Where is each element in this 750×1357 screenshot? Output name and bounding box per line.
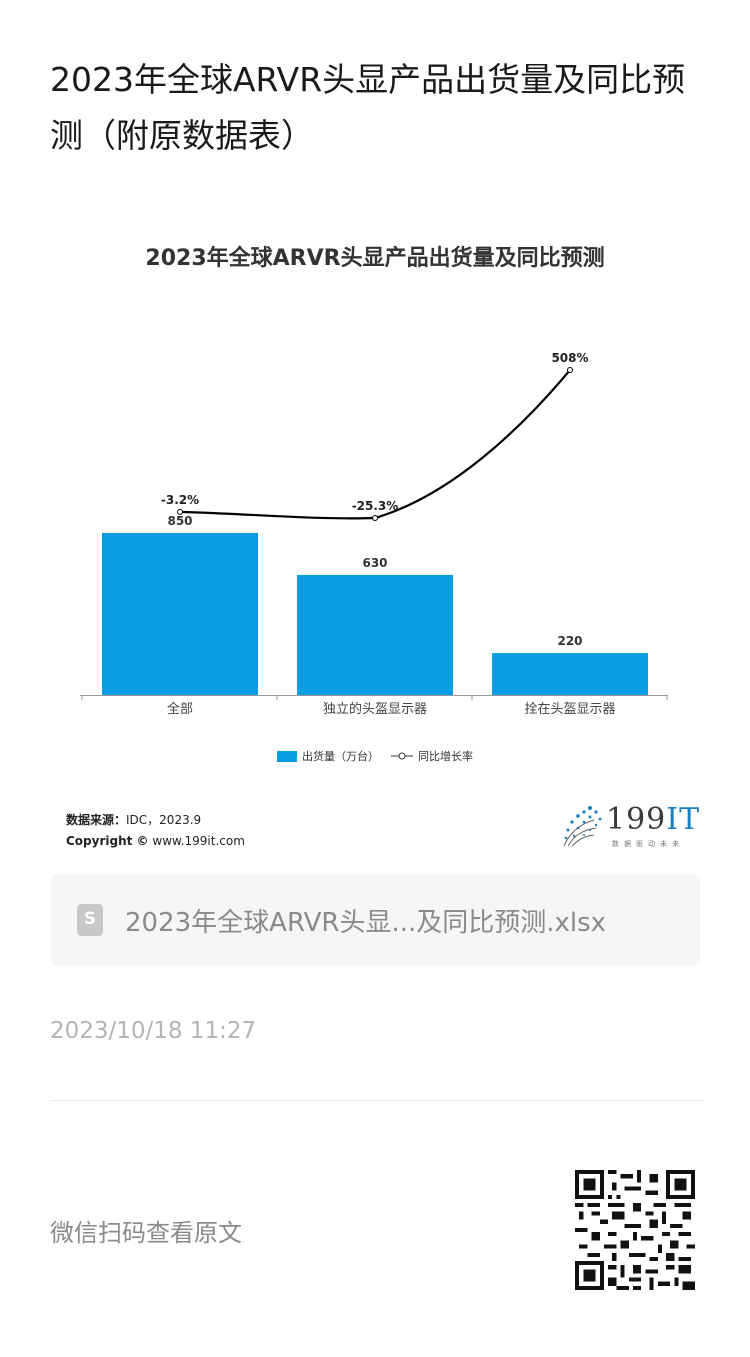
article-title: 2023年全球ARVR头显产品出货量及同比预测（附原数据表） (50, 60, 686, 155)
line-data-label-1: -25.3% (352, 499, 399, 513)
qr-prompt-text: 微信扫码查看原文 (50, 1219, 242, 1247)
legend-item-line: 同比增长率 (391, 748, 473, 764)
bar-0 (102, 533, 258, 695)
x-tick-label-1: 独立的头盔显示器 (323, 701, 427, 717)
copyright-value: www.199it.com (152, 834, 245, 848)
bar-1 (297, 574, 453, 695)
bar-data-label-2: 220 (557, 634, 582, 648)
logo-text: 199IT (606, 802, 700, 837)
line-marker-icon (391, 752, 413, 760)
x-tick-label-2: 拴在头盔显示器 (524, 701, 615, 717)
source-label: 数据来源： (66, 813, 127, 827)
bar-data-label-0: 850 (167, 514, 192, 528)
line-point-0 (177, 508, 183, 515)
publish-timestamp: 2023/10/18 11:27 (50, 1018, 257, 1044)
bar-data-label-1: 630 (362, 556, 387, 570)
chart-legend: 出货量（万台） 同比增长率 (50, 748, 700, 764)
line-point-1 (372, 515, 378, 521)
chart-source: 数据来源：IDC，2023.9 Copyright © www.199it.co… (66, 810, 245, 852)
chart-plot: 850 630 220 全部 独立的头盔显示器 拴在头盔显示器 -3.2% -25.3% 508… (80, 351, 668, 717)
legend-bar-label: 出货量（万台） (302, 750, 379, 763)
chart-title: 2023年全球ARVR头显产品出货量及同比预测 (145, 246, 605, 271)
copyright-label: Copyright © (66, 834, 149, 848)
chart-image: 2023年全球ARVR头显产品出货量及同比预测 850 630 220 全部 独立的头盔… (50, 220, 700, 860)
qr-code-icon[interactable] (575, 1170, 695, 1290)
divider (50, 1100, 704, 1101)
bar-2 (492, 653, 648, 695)
file-attachment-card[interactable]: 2023年全球ARVR头显...及同比预测.xlsx (50, 874, 700, 966)
logo-tagline: 数据驱动未来 (612, 840, 684, 848)
file-name[interactable]: 2023年全球ARVR头显...及同比预测.xlsx (125, 907, 607, 938)
legend-line-label: 同比增长率 (418, 750, 473, 763)
x-tick-label-0: 全部 (167, 701, 193, 717)
spreadsheet-icon (77, 904, 103, 936)
line-data-label-2: 508% (551, 351, 588, 365)
199it-logo: 199IT 数据驱动未来 (560, 802, 699, 852)
logo-text-main: 199 (606, 802, 667, 837)
growth-rate-line (179, 369, 571, 520)
source-value: IDC，2023.9 (126, 813, 202, 827)
line-point-2 (567, 367, 573, 373)
logo-burst-icon (563, 806, 602, 847)
logo-text-accent: IT (666, 802, 701, 837)
legend-item-bar: 出货量（万台） (277, 748, 379, 764)
line-data-label-0: -3.2% (161, 493, 199, 507)
bar-swatch-icon (277, 750, 297, 762)
